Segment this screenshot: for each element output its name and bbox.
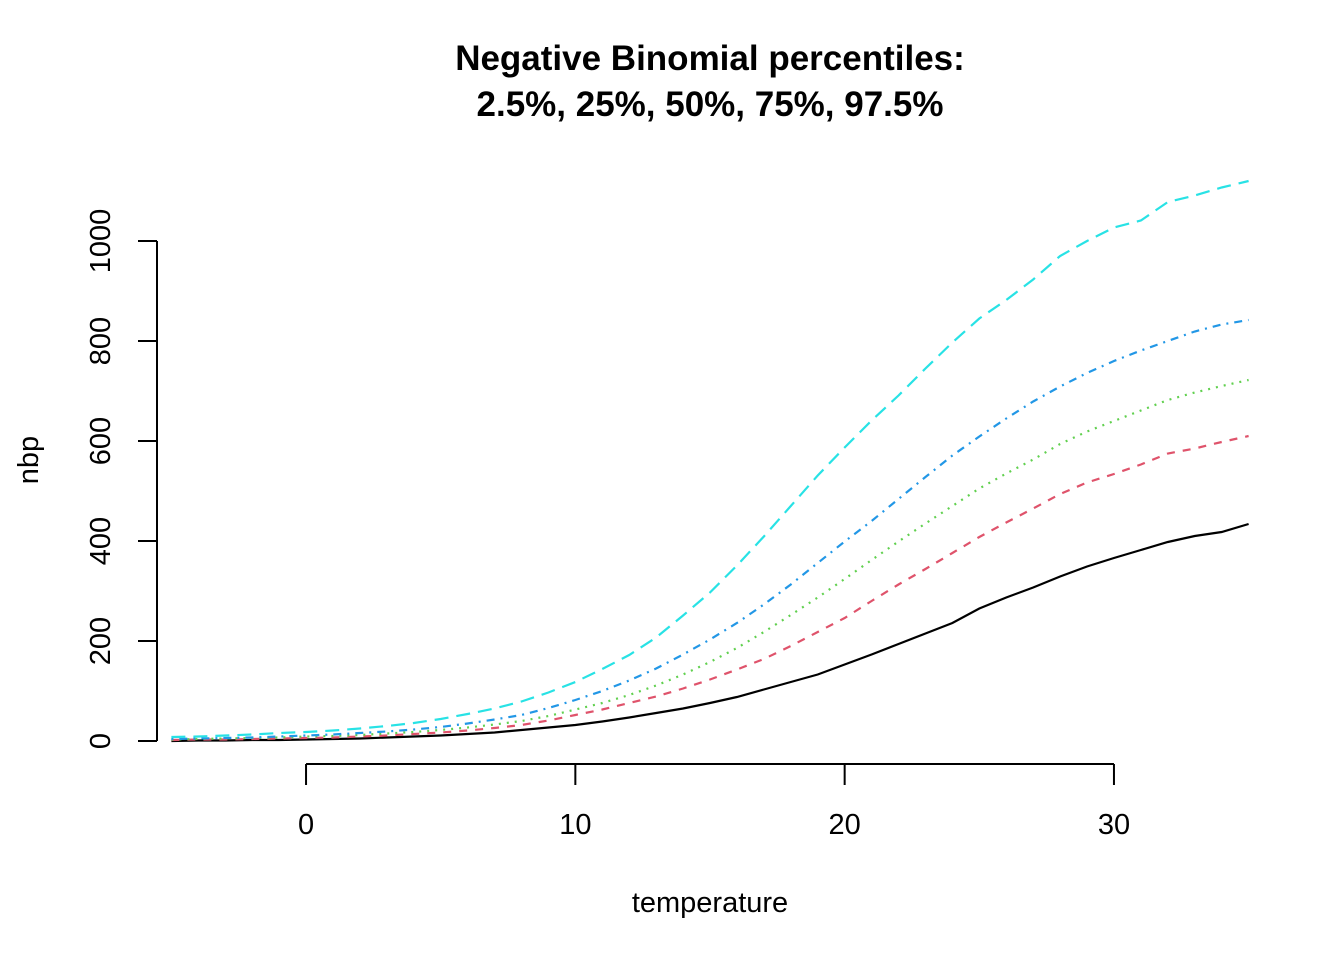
y-axis-label: nbp bbox=[13, 436, 45, 484]
series-line-5 bbox=[171, 179, 1249, 739]
y-tick-label: 1000 bbox=[85, 209, 117, 274]
y-tick-label: 0 bbox=[85, 733, 117, 749]
series-line-2 bbox=[171, 434, 1249, 742]
x-tick-label: 30 bbox=[1098, 809, 1130, 841]
chart-title-line-1: Negative Binomial percentiles: bbox=[455, 39, 965, 78]
y-axis: 0 200 400 600 800 1000 bbox=[85, 209, 158, 749]
y-tick-label: 400 bbox=[85, 517, 117, 565]
x-tick-label: 0 bbox=[298, 809, 314, 841]
series-line-4 bbox=[171, 318, 1249, 741]
x-tick-label: 20 bbox=[829, 809, 861, 841]
series-layer bbox=[171, 179, 1249, 743]
series-line-3 bbox=[171, 378, 1249, 741]
y-tick-label: 800 bbox=[85, 317, 117, 365]
series-line-1 bbox=[171, 522, 1249, 743]
x-axis-label: temperature bbox=[632, 887, 788, 919]
y-tick-label: 600 bbox=[85, 417, 117, 465]
y-tick-label: 200 bbox=[85, 617, 117, 665]
x-tick-label: 10 bbox=[559, 809, 591, 841]
x-axis: 0 10 20 30 bbox=[298, 763, 1130, 841]
chart-title-line-2: 2.5%, 25%, 50%, 75%, 97.5% bbox=[477, 85, 944, 124]
